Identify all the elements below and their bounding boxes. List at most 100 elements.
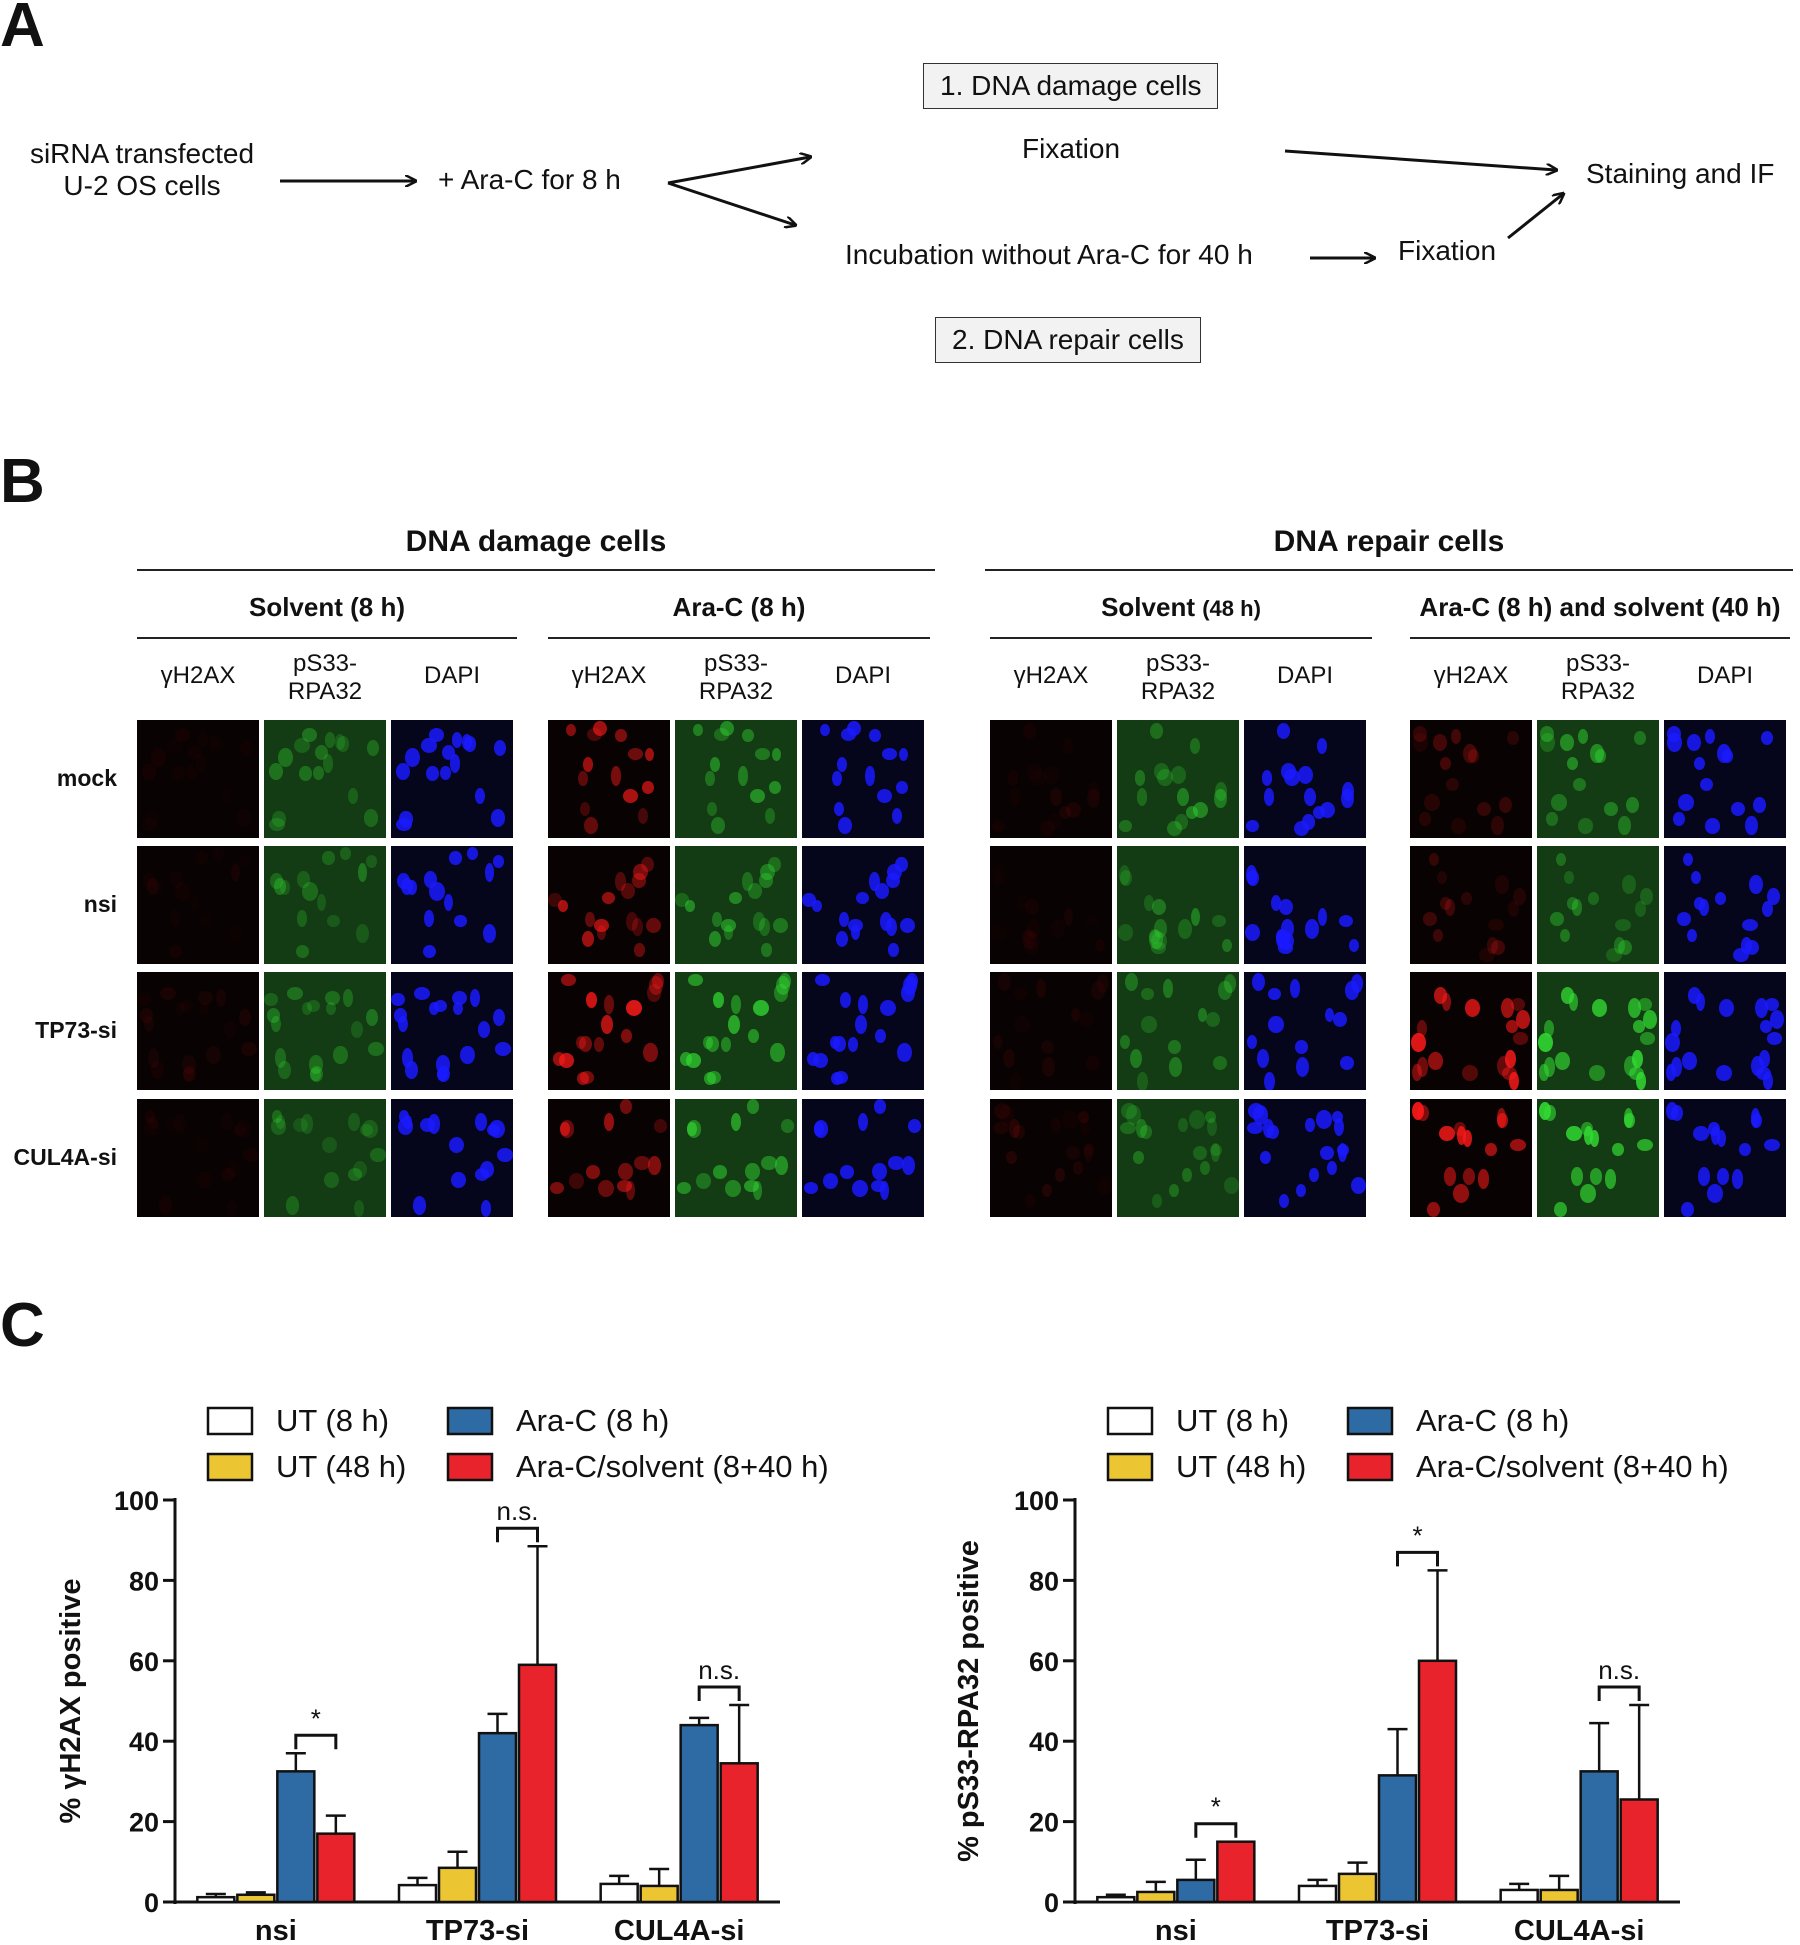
cell-nucleus <box>160 987 177 1000</box>
arrow-5 <box>1507 194 1563 240</box>
cell-nucleus <box>1621 875 1636 895</box>
cell-nucleus <box>348 788 358 805</box>
cell-nucleus <box>405 1061 418 1080</box>
cell-nucleus <box>839 992 852 1009</box>
micrograph-tp73-si-cond3-dapi <box>1244 972 1366 1090</box>
cell-nucleus <box>1437 871 1448 885</box>
cell-nucleus <box>746 1099 760 1115</box>
cell-nucleus <box>480 1160 495 1178</box>
cell-nucleus <box>744 1179 760 1193</box>
cell-nucleus <box>368 1042 384 1056</box>
cell-nucleus <box>1730 802 1745 817</box>
bar-nsi-s2 <box>1136 1890 1176 1904</box>
bar-cul4a-si-s4 <box>1619 1798 1659 1904</box>
cell-nucleus <box>428 728 445 743</box>
cell-nucleus <box>1417 1105 1429 1122</box>
cell-nucleus <box>1748 875 1763 895</box>
cell-nucleus <box>1511 997 1526 1011</box>
cell-nucleus <box>185 765 197 780</box>
cell-nucleus <box>1278 1194 1289 1209</box>
micrograph-tp73-si-cond1-gh2ax <box>137 972 259 1090</box>
cell-nucleus <box>873 1099 887 1115</box>
legend-swatch-1 <box>1106 1406 1154 1436</box>
cell-nucleus <box>1211 1143 1221 1162</box>
cell-nucleus <box>865 765 875 786</box>
bar-cul4a-si-s3 <box>679 1723 719 1904</box>
cell-nucleus <box>158 1196 172 1215</box>
y-axis-label: % γH2AX positive <box>55 1579 87 1824</box>
cell-nucleus <box>293 1117 309 1132</box>
cell-nucleus <box>169 944 183 958</box>
cell-nucleus <box>1223 1176 1239 1195</box>
cell-nucleus <box>855 892 869 905</box>
cell-nucleus <box>634 1155 650 1170</box>
cell-nucleus <box>1750 1112 1763 1129</box>
cell-nucleus <box>634 942 645 958</box>
cell-nucleus <box>561 973 576 986</box>
cell-nucleus <box>237 809 251 826</box>
micrograph-mock-cond3-ps33-rpa32 <box>1117 720 1239 838</box>
cell-nucleus <box>1605 947 1622 962</box>
cell-nucleus <box>585 911 595 928</box>
cell-nucleus <box>1693 756 1706 770</box>
cell-nucleus <box>1024 1194 1035 1209</box>
cell-nucleus <box>879 1181 889 1200</box>
cell-nucleus <box>1087 788 1100 809</box>
micrograph-mock-cond1-gh2ax <box>137 720 259 838</box>
cell-nucleus <box>396 762 410 781</box>
cell-nucleus <box>839 911 849 928</box>
cell-nucleus <box>449 851 462 865</box>
cell-nucleus <box>1443 1167 1457 1187</box>
cell-nucleus <box>224 1021 237 1038</box>
channel-label-line: RPA32 <box>698 678 774 705</box>
cell-nucleus <box>1096 1176 1112 1195</box>
bar-cul4a-si-s2 <box>1539 1888 1579 1904</box>
cell-nucleus <box>1185 806 1198 819</box>
micrograph-nsi-cond1-ps33-rpa32 <box>264 846 386 964</box>
cell-nucleus <box>1176 787 1189 806</box>
cell-nucleus <box>711 816 726 834</box>
cell-nucleus <box>1281 763 1297 780</box>
cell-nucleus <box>143 872 156 889</box>
cell-nucleus <box>423 944 437 958</box>
y-tick-label: 80 <box>1029 1566 1059 1596</box>
cell-nucleus <box>730 1112 741 1132</box>
cell-nucleus <box>1051 919 1065 939</box>
cell-nucleus <box>1539 726 1555 742</box>
flow-treat: + Ara-C for 8 h <box>438 164 621 195</box>
micrograph-tp73-si-cond4-ps33-rpa32 <box>1537 972 1659 1090</box>
cell-nucleus <box>1635 901 1646 918</box>
cell-nucleus <box>1433 987 1447 1004</box>
channel-label-line: pS33- <box>1565 650 1631 677</box>
y-tick-label: 0 <box>144 1888 159 1918</box>
cell-nucleus <box>731 995 742 1015</box>
cell-nucleus <box>1039 820 1055 836</box>
cell-nucleus <box>897 1042 912 1062</box>
cell-nucleus <box>1568 993 1578 1011</box>
cell-nucleus <box>1499 797 1512 814</box>
cell-nucleus <box>1350 1176 1366 1195</box>
cell-nucleus <box>693 723 703 737</box>
cell-nucleus <box>239 1009 251 1027</box>
cell-nucleus <box>412 1196 426 1215</box>
significance-bracket <box>294 1733 338 1750</box>
cell-nucleus <box>1594 749 1607 763</box>
cell-nucleus <box>1193 1145 1208 1161</box>
cell-nucleus <box>1332 1110 1344 1124</box>
condition-title-3-main: Solvent <box>1101 592 1203 622</box>
cell-nucleus <box>1417 1020 1428 1038</box>
cell-nucleus <box>1332 1011 1348 1028</box>
cell-nucleus <box>1058 806 1071 819</box>
cell-nucleus <box>1551 793 1567 811</box>
cell-nucleus <box>753 911 765 931</box>
cell-nucleus <box>274 1048 286 1068</box>
panel-label-b: B <box>0 447 45 516</box>
cell-nucleus <box>581 930 594 948</box>
cell-nucleus <box>725 1179 742 1197</box>
legend-label-4: Ara-C/solvent (8+40 h) <box>516 1449 829 1484</box>
cell-nucleus <box>1247 1122 1263 1135</box>
cell-nucleus <box>243 1147 259 1163</box>
cell-nucleus <box>1683 853 1694 867</box>
cell-nucleus <box>1637 1138 1653 1151</box>
micrograph-tp73-si-cond1-dapi <box>391 972 513 1090</box>
